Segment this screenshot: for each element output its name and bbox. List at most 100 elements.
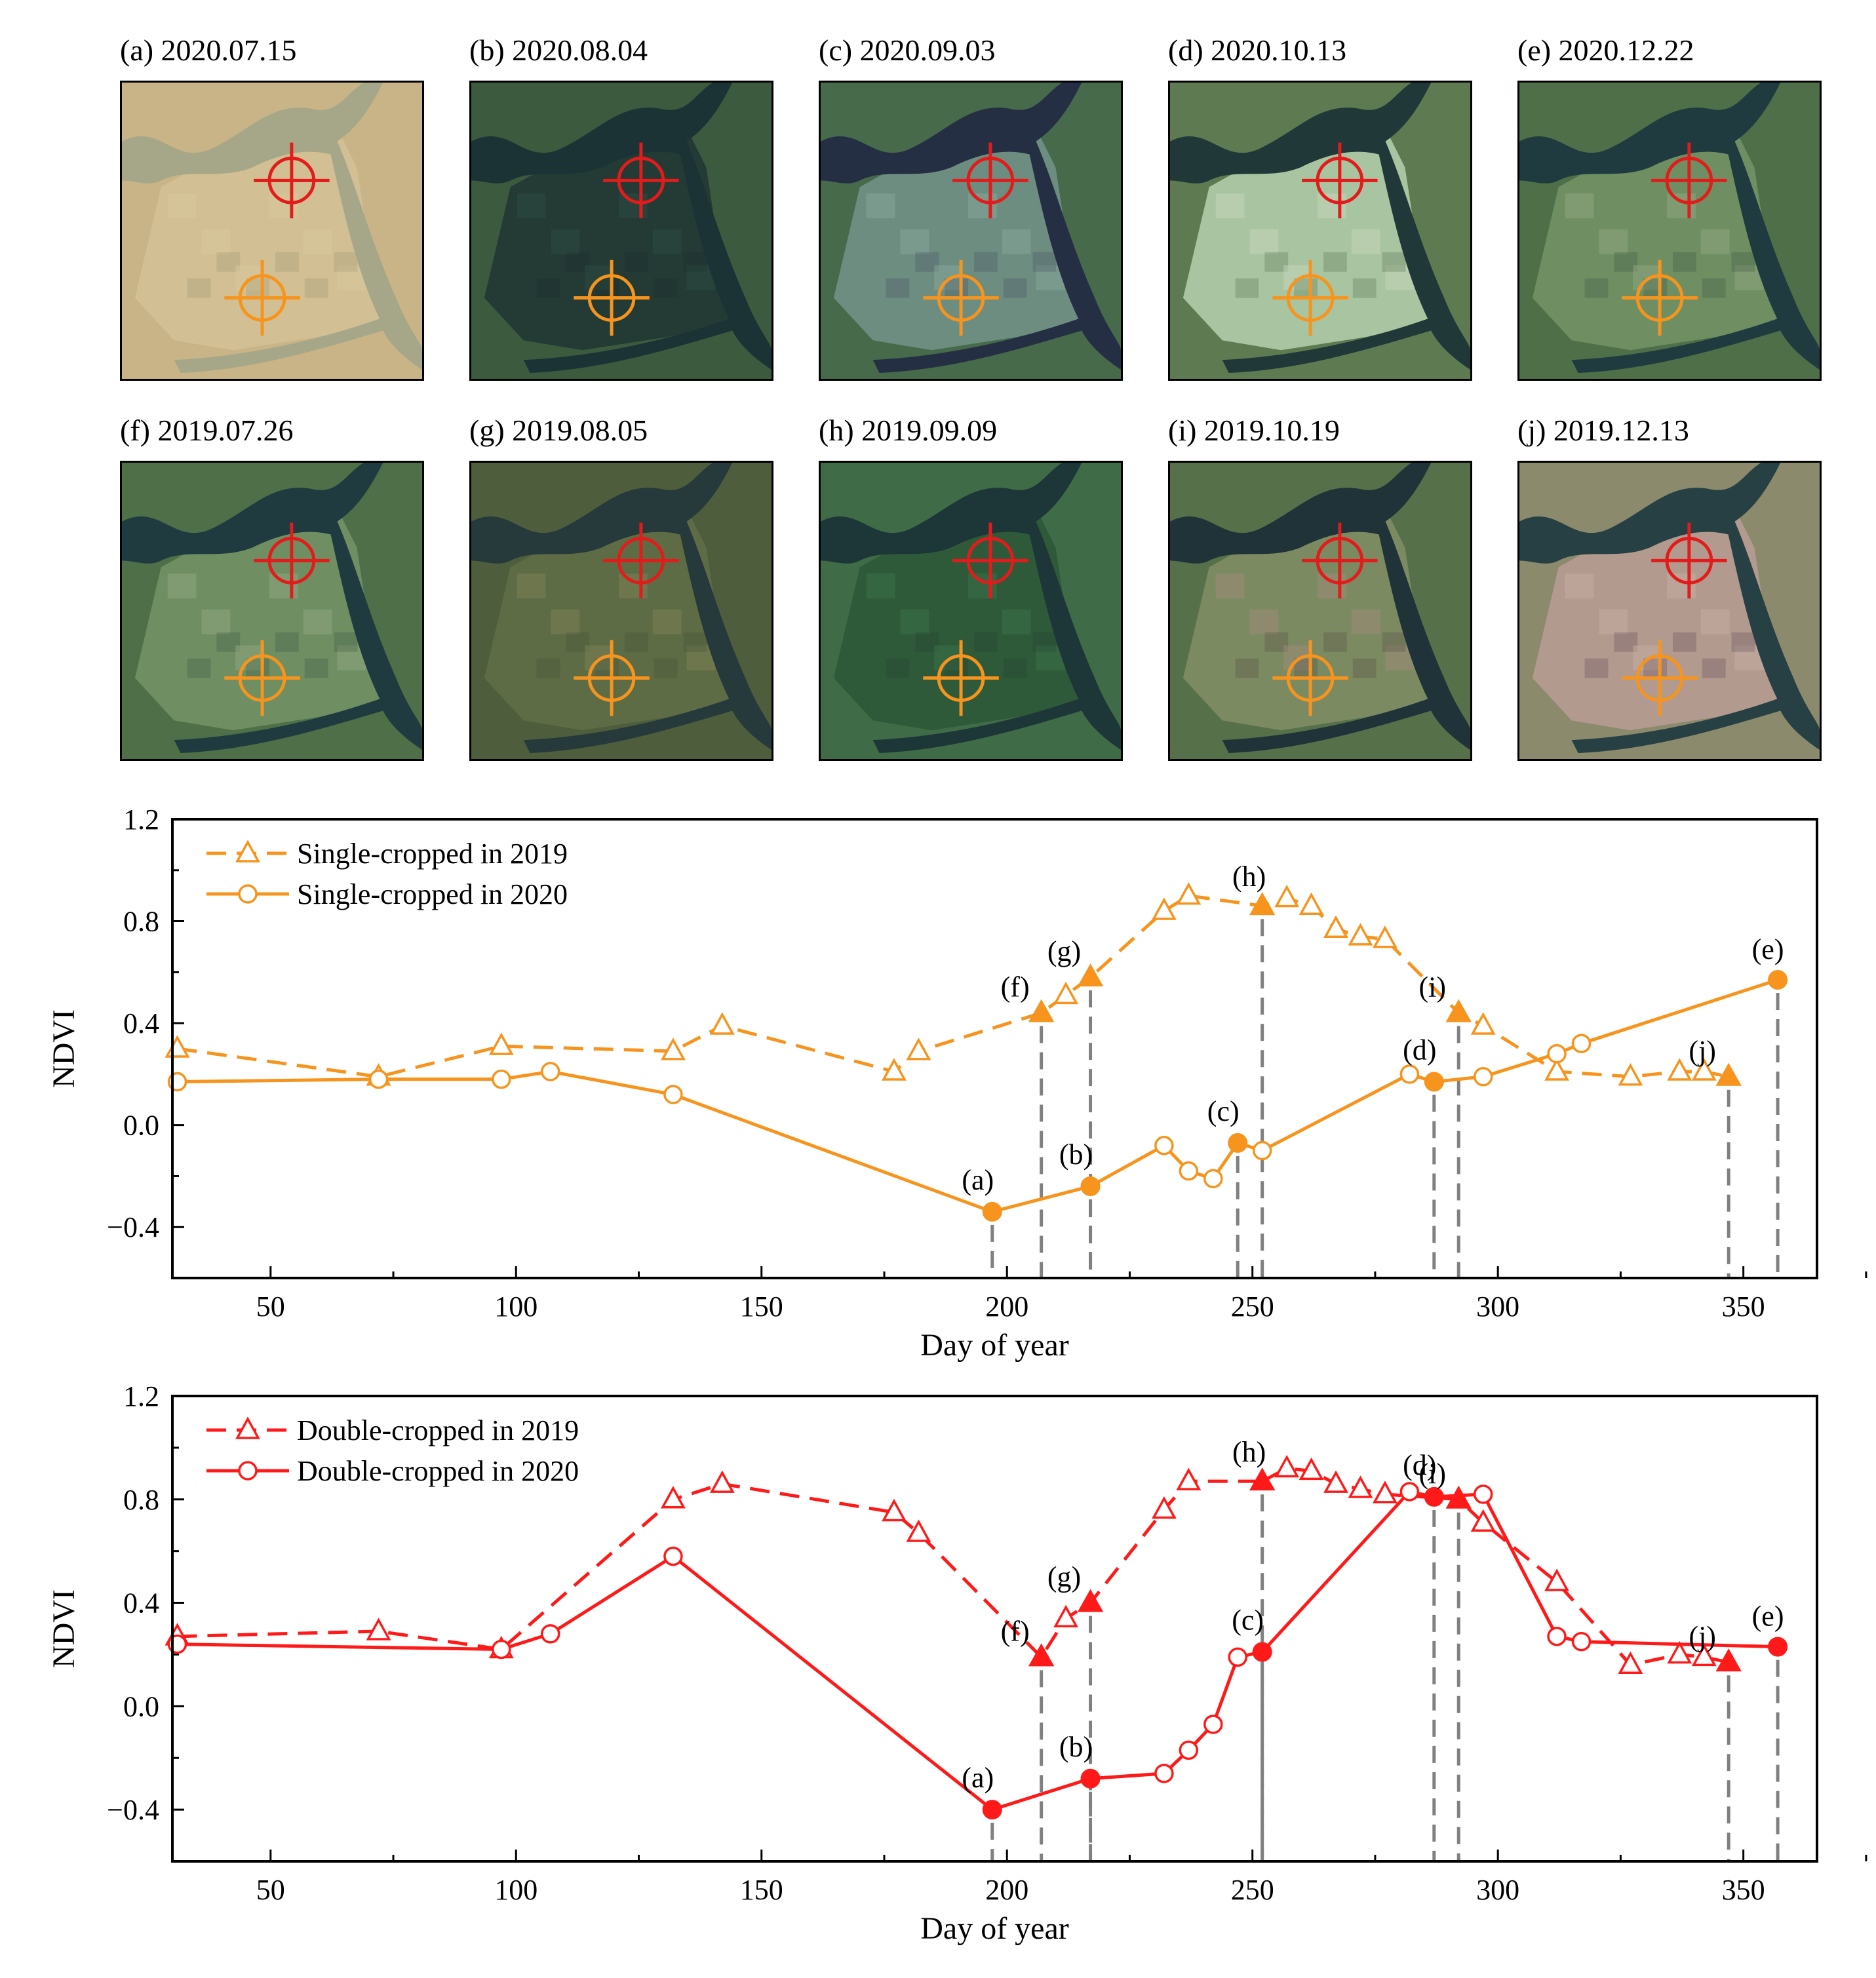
plot-frame: [171, 818, 1818, 1279]
polder-area: [1182, 128, 1451, 351]
field-patch: [1032, 632, 1057, 652]
data-point-circle: [1179, 1740, 1199, 1760]
single-cropped-marker-icon: [574, 260, 650, 336]
panel-caption-e: (e) 2020.12.22: [1517, 33, 1694, 67]
data-point-circle: [1154, 1136, 1174, 1155]
field-patch: [246, 278, 270, 298]
satellite-image-e: [1517, 81, 1822, 381]
field-patch: [275, 252, 299, 272]
highlight-point: [1228, 1133, 1248, 1153]
point-label-g: (g): [1047, 935, 1081, 967]
field-patch: [1702, 658, 1726, 678]
data-point-triangle: [906, 1037, 931, 1060]
field-patch: [246, 658, 270, 678]
data-point-circle: [1571, 1034, 1592, 1053]
field-patch: [201, 229, 231, 254]
double-cropped-marker-icon: [1651, 522, 1727, 599]
y-tick-label: 0.0: [123, 1690, 159, 1722]
data-point-circle: [1547, 1627, 1567, 1646]
x-tick-label: 100: [494, 1874, 537, 1906]
data-point-triangle: [1274, 884, 1300, 908]
satellite-scene-b: [471, 83, 772, 379]
data-point-circle: [492, 1069, 511, 1089]
legend-marker-circle: [238, 884, 258, 904]
point-label-f: (f): [1001, 971, 1030, 1003]
point-label-b: (b): [1059, 1731, 1093, 1763]
field-patch: [1351, 610, 1380, 634]
field-patch: [654, 278, 678, 298]
field-patch: [1643, 658, 1668, 678]
single-cropped-marker-icon: [923, 640, 999, 716]
polder-area: [833, 128, 1102, 351]
field-patch: [1382, 252, 1406, 272]
data-point-circle: [1399, 1482, 1420, 1502]
x-tick-label: 200: [985, 1290, 1028, 1323]
data-point-circle: [492, 1639, 511, 1659]
panel-caption-g: (g) 2019.08.05: [469, 414, 648, 447]
highlight-point: [1252, 1642, 1272, 1662]
highlight-point: [1768, 1637, 1788, 1657]
y-axis-label: NDVI: [47, 1009, 81, 1088]
satellite-scene-f: [122, 463, 422, 759]
highlight-point: [1028, 1643, 1055, 1667]
field-patch: [1002, 229, 1031, 254]
highlight-point: [1445, 999, 1472, 1022]
data-point-triangle: [1691, 1058, 1717, 1081]
point-label-d: (d): [1403, 1034, 1436, 1066]
field-patch: [1235, 658, 1259, 678]
field-patch: [683, 632, 707, 652]
single-cropped-marker-icon: [1272, 640, 1348, 716]
field-patch: [167, 193, 197, 219]
field-patch: [303, 610, 332, 634]
point-label-c: (c): [1207, 1095, 1240, 1127]
double-cropped-marker-icon: [952, 522, 1028, 599]
data-point-triangle: [906, 1519, 931, 1542]
river: [122, 83, 422, 374]
point-label-j: (j): [1689, 1035, 1716, 1067]
satellite-scene-h: [821, 463, 1121, 759]
highlight-point: [1424, 1072, 1444, 1092]
highlight-point: [982, 1800, 1002, 1820]
field-patch: [1672, 252, 1696, 272]
field-patch: [1700, 229, 1730, 254]
data-point-circle: [1571, 1631, 1592, 1652]
polder-area: [1182, 508, 1451, 731]
field-patch: [1352, 658, 1377, 678]
field-patch: [1584, 658, 1609, 678]
x-tick-label: 350: [1722, 1290, 1765, 1323]
satellite-scene-a: [122, 83, 422, 379]
field-patch: [1294, 658, 1318, 678]
river: [821, 83, 1121, 374]
series-line-2019: [177, 1466, 1729, 1667]
field-patch: [1565, 193, 1594, 219]
polder-area: [833, 508, 1102, 731]
point-label-a: (a): [962, 1164, 994, 1196]
field-patch: [1667, 193, 1696, 219]
field-patch: [269, 193, 298, 219]
data-point-triangle: [1618, 1063, 1643, 1086]
x-axis-label: Day of year: [920, 1328, 1069, 1363]
field-patch: [517, 193, 546, 219]
double-cropped-marker-icon: [1302, 522, 1378, 599]
data-point-triangle: [1544, 1568, 1570, 1591]
field-patch: [1672, 632, 1696, 652]
field-patch: [619, 193, 648, 219]
field-patch: [900, 610, 929, 634]
field-patch: [886, 278, 910, 298]
highlight-point: [1080, 1768, 1101, 1789]
x-tick-label: 300: [1476, 1874, 1519, 1906]
satellite-image-c: [819, 81, 1123, 381]
field-patch: [886, 658, 910, 678]
double-cropped-marker-icon: [603, 522, 679, 599]
satellite-scene-d: [1170, 83, 1470, 379]
field-patch: [1249, 610, 1279, 634]
single-cropped-marker-icon: [574, 640, 650, 716]
field-patch: [973, 632, 998, 652]
satellite-image-a: [120, 81, 424, 381]
data-point-triangle: [1372, 925, 1397, 948]
field-patch: [1294, 278, 1318, 298]
data-point-triangle: [1053, 1604, 1079, 1627]
point-label-i: (i): [1418, 971, 1446, 1003]
field-patch: [1318, 193, 1346, 219]
field-patch: [269, 573, 298, 599]
